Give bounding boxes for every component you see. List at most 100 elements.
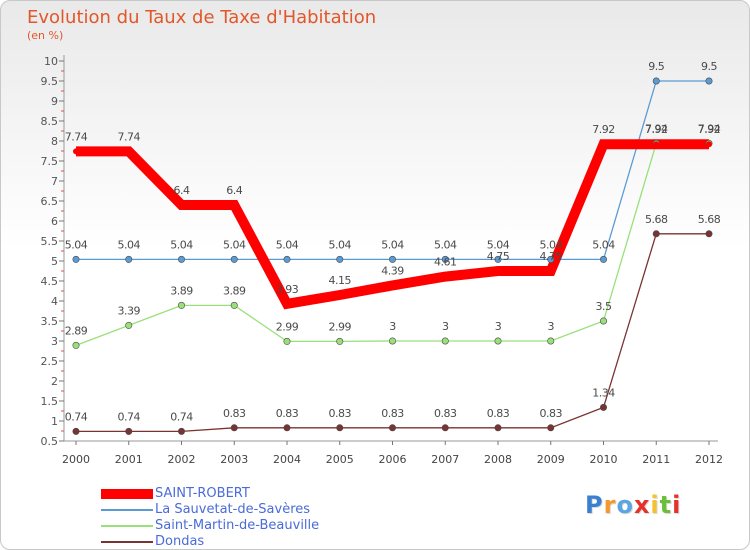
data-point: [705, 230, 713, 238]
legend-label: La Sauvetat-de-Savères: [155, 502, 311, 517]
x-tick-label: 2010: [590, 453, 618, 466]
x-tick-label: 2005: [326, 453, 354, 466]
y-tick-label: 3: [51, 335, 58, 348]
data-point: [388, 255, 396, 263]
data-point: [230, 255, 238, 263]
data-label: 7.92: [698, 123, 721, 136]
data-point: [494, 337, 502, 345]
x-tick-label: 2001: [115, 453, 143, 466]
data-point: [178, 202, 185, 208]
y-tick-label: 8.5: [41, 115, 59, 128]
data-label: 7.92: [592, 123, 615, 136]
data-point: [494, 424, 502, 432]
data-label: 5.04: [381, 238, 404, 251]
data-point: [125, 321, 133, 329]
data-label: 4.75: [487, 250, 510, 263]
y-tick-label: 1: [51, 415, 58, 428]
data-label: 3.89: [223, 284, 246, 297]
logo-letter: i: [672, 491, 682, 519]
data-point: [599, 403, 607, 411]
y-tick-label: 7: [51, 175, 58, 188]
x-tick-label: 2003: [220, 453, 248, 466]
data-label: 7.94: [698, 122, 721, 135]
data-point: [336, 337, 344, 345]
data-label: 0.74: [118, 410, 141, 423]
data-label: 4.61: [434, 256, 457, 269]
x-tick-label: 2011: [642, 453, 670, 466]
x-tick-label: 2008: [484, 453, 512, 466]
data-label: 3.93: [276, 283, 299, 296]
y-tick-label: 2: [51, 375, 58, 388]
x-tick-label: 2009: [537, 453, 565, 466]
data-point: [72, 427, 80, 435]
x-tick-label: 2007: [431, 453, 459, 466]
data-label: 3.5: [596, 300, 612, 313]
data-point: [599, 317, 607, 325]
data-point: [547, 337, 555, 345]
y-tick-label: 4: [51, 295, 58, 308]
data-label: 4.75: [540, 250, 563, 263]
data-label: 4.39: [381, 264, 404, 277]
data-point: [600, 141, 607, 148]
y-tick-label: 5.5: [41, 235, 59, 248]
data-point: [72, 341, 80, 349]
data-label: 9.5: [701, 60, 717, 73]
y-tick-label: 3.5: [41, 315, 59, 328]
data-label: 5.04: [592, 238, 615, 251]
data-label: 1.34: [592, 386, 615, 399]
y-tick-label: 0.5: [41, 435, 59, 448]
logo-letter: i: [650, 491, 660, 519]
data-label: 6.4: [174, 184, 190, 197]
data-label: 5.04: [223, 238, 246, 251]
data-label: 5.04: [540, 238, 563, 251]
data-label: 3: [495, 320, 502, 333]
data-label: 0.74: [65, 410, 88, 423]
x-tick-label: 2006: [379, 453, 407, 466]
data-point: [72, 255, 80, 263]
data-label: 3.39: [118, 304, 141, 317]
x-tick-label: 2004: [273, 453, 301, 466]
data-label: 5.04: [329, 238, 352, 251]
logo-letter: P: [585, 491, 604, 519]
data-point: [494, 255, 502, 263]
data-label: 3: [389, 320, 396, 333]
data-label: 5.04: [434, 238, 457, 251]
data-point: [283, 255, 291, 263]
data-point: [441, 255, 449, 263]
data-label: 0.74: [170, 410, 193, 423]
y-tick-label: 4.5: [41, 275, 59, 288]
data-point: [653, 141, 660, 148]
data-point: [73, 148, 79, 155]
data-point: [178, 427, 186, 435]
data-label: 0.83: [487, 407, 510, 420]
legend-label: Saint-Martin-de-Beauville: [155, 518, 320, 533]
y-tick-label: 5: [51, 255, 58, 268]
data-point: [547, 255, 555, 263]
chart-unit-label: (en %): [27, 29, 64, 42]
chart-axes: 0.5 1 1.5 2 2.5 3 3.5 4 4.5 5 5.5 6 6.5 7 7.5 8 8.5 9 9.5 1…: [41, 55, 723, 466]
data-label: 0.83: [540, 407, 563, 420]
y-tick-label: 2.5: [41, 355, 59, 368]
data-label: 7.74: [65, 130, 88, 143]
data-label: 7.94: [645, 122, 668, 135]
data-point: [125, 427, 133, 435]
y-tick-label: 9: [51, 95, 58, 108]
data-label: 7.92: [645, 123, 668, 136]
logo-letter: x: [633, 491, 651, 519]
legend-swatch: [101, 541, 153, 543]
legend-label: Dondas: [155, 534, 205, 549]
data-point: [336, 292, 343, 298]
data-point: [652, 230, 660, 238]
x-tick-label: 2000: [62, 453, 90, 466]
data-label: 5.04: [118, 238, 141, 251]
data-point: [125, 255, 133, 263]
y-tick-label: 8: [51, 135, 58, 148]
series-data-labels: 7.74 7.74 6.4 6.4 3.93 4.15 4.39 4.61 4.75 4.75 7.…: [65, 60, 721, 423]
x-tick-label: 2002: [168, 453, 196, 466]
data-point: [705, 77, 713, 85]
logo-letter: r: [603, 491, 617, 519]
legend-swatch: [101, 509, 153, 511]
data-point: [178, 255, 186, 263]
